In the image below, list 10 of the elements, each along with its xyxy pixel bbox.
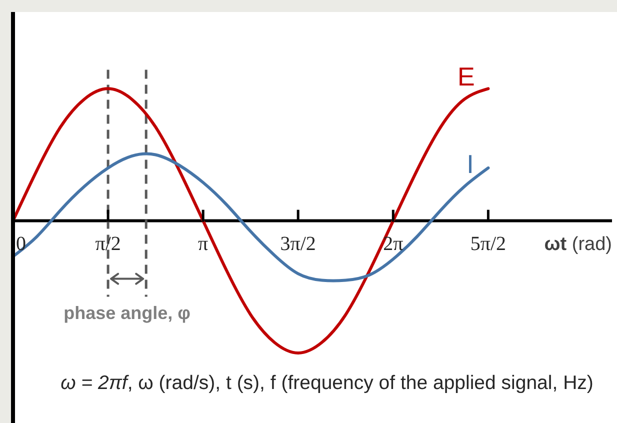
x-tick-label: 5π/2 <box>470 232 506 255</box>
x-tick-label: π/2 <box>95 232 121 255</box>
x-tick-label: 3π/2 <box>280 232 316 255</box>
x-tick-label: 2π <box>383 232 404 255</box>
x-axis-title: ωt (rad) <box>544 234 612 255</box>
text: ω = 2πf, ω (rad/s), t (s), f (frequency of the applied signal, Hz) <box>60 372 594 394</box>
annotation: phase angle, φ <box>64 302 191 323</box>
series-label: I <box>466 148 474 179</box>
x-tick-label: π <box>198 232 208 255</box>
series-label: E <box>458 62 475 92</box>
